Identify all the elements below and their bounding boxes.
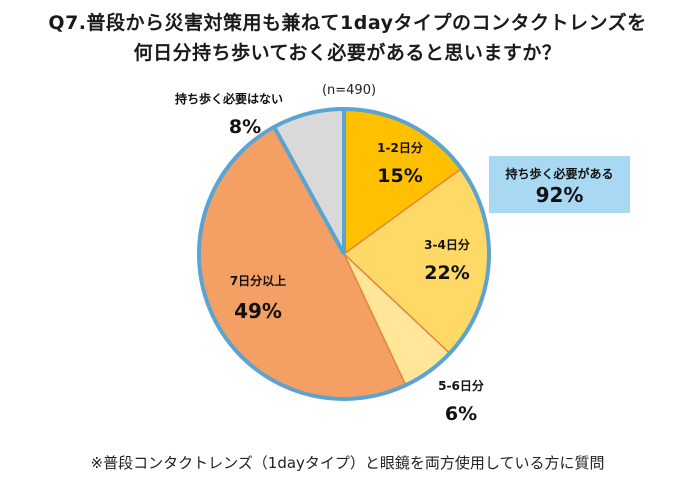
slice-value-0: 15% [377, 165, 422, 187]
slice-label-1: 3-4日分 [424, 237, 470, 252]
slice-label-4: 持ち歩く必要はない [175, 91, 283, 106]
callout-label: 持ち歩く必要がある [505, 167, 614, 181]
slice-value-1: 22% [424, 262, 469, 284]
footnote: ※普段コンタクトレンズ（1dayタイプ）と眼鏡を両方使用している方に質問 [90, 454, 605, 472]
slice-value-3: 49% [234, 299, 282, 323]
callout-box: 持ち歩く必要がある 92% [489, 156, 630, 213]
slice-value-2: 6% [445, 403, 477, 425]
slice-value-4: 8% [229, 116, 261, 138]
sample-size-label: (n=490) [322, 83, 376, 98]
slice-label-0: 1-2日分 [377, 140, 423, 155]
chart-title-line2: 何日分持ち歩いておく必要があると思いますか？ [133, 42, 562, 64]
slice-label-3: 7日分以上 [230, 273, 286, 288]
chart-title-line1: Q7.普段から災害対策用も兼ねて1dayタイプのコンタクトレンズを [48, 12, 647, 34]
callout-value: 92% [535, 183, 584, 207]
slice-label-2: 5-6日分 [438, 378, 484, 393]
carry-group-outline [272, 109, 346, 255]
